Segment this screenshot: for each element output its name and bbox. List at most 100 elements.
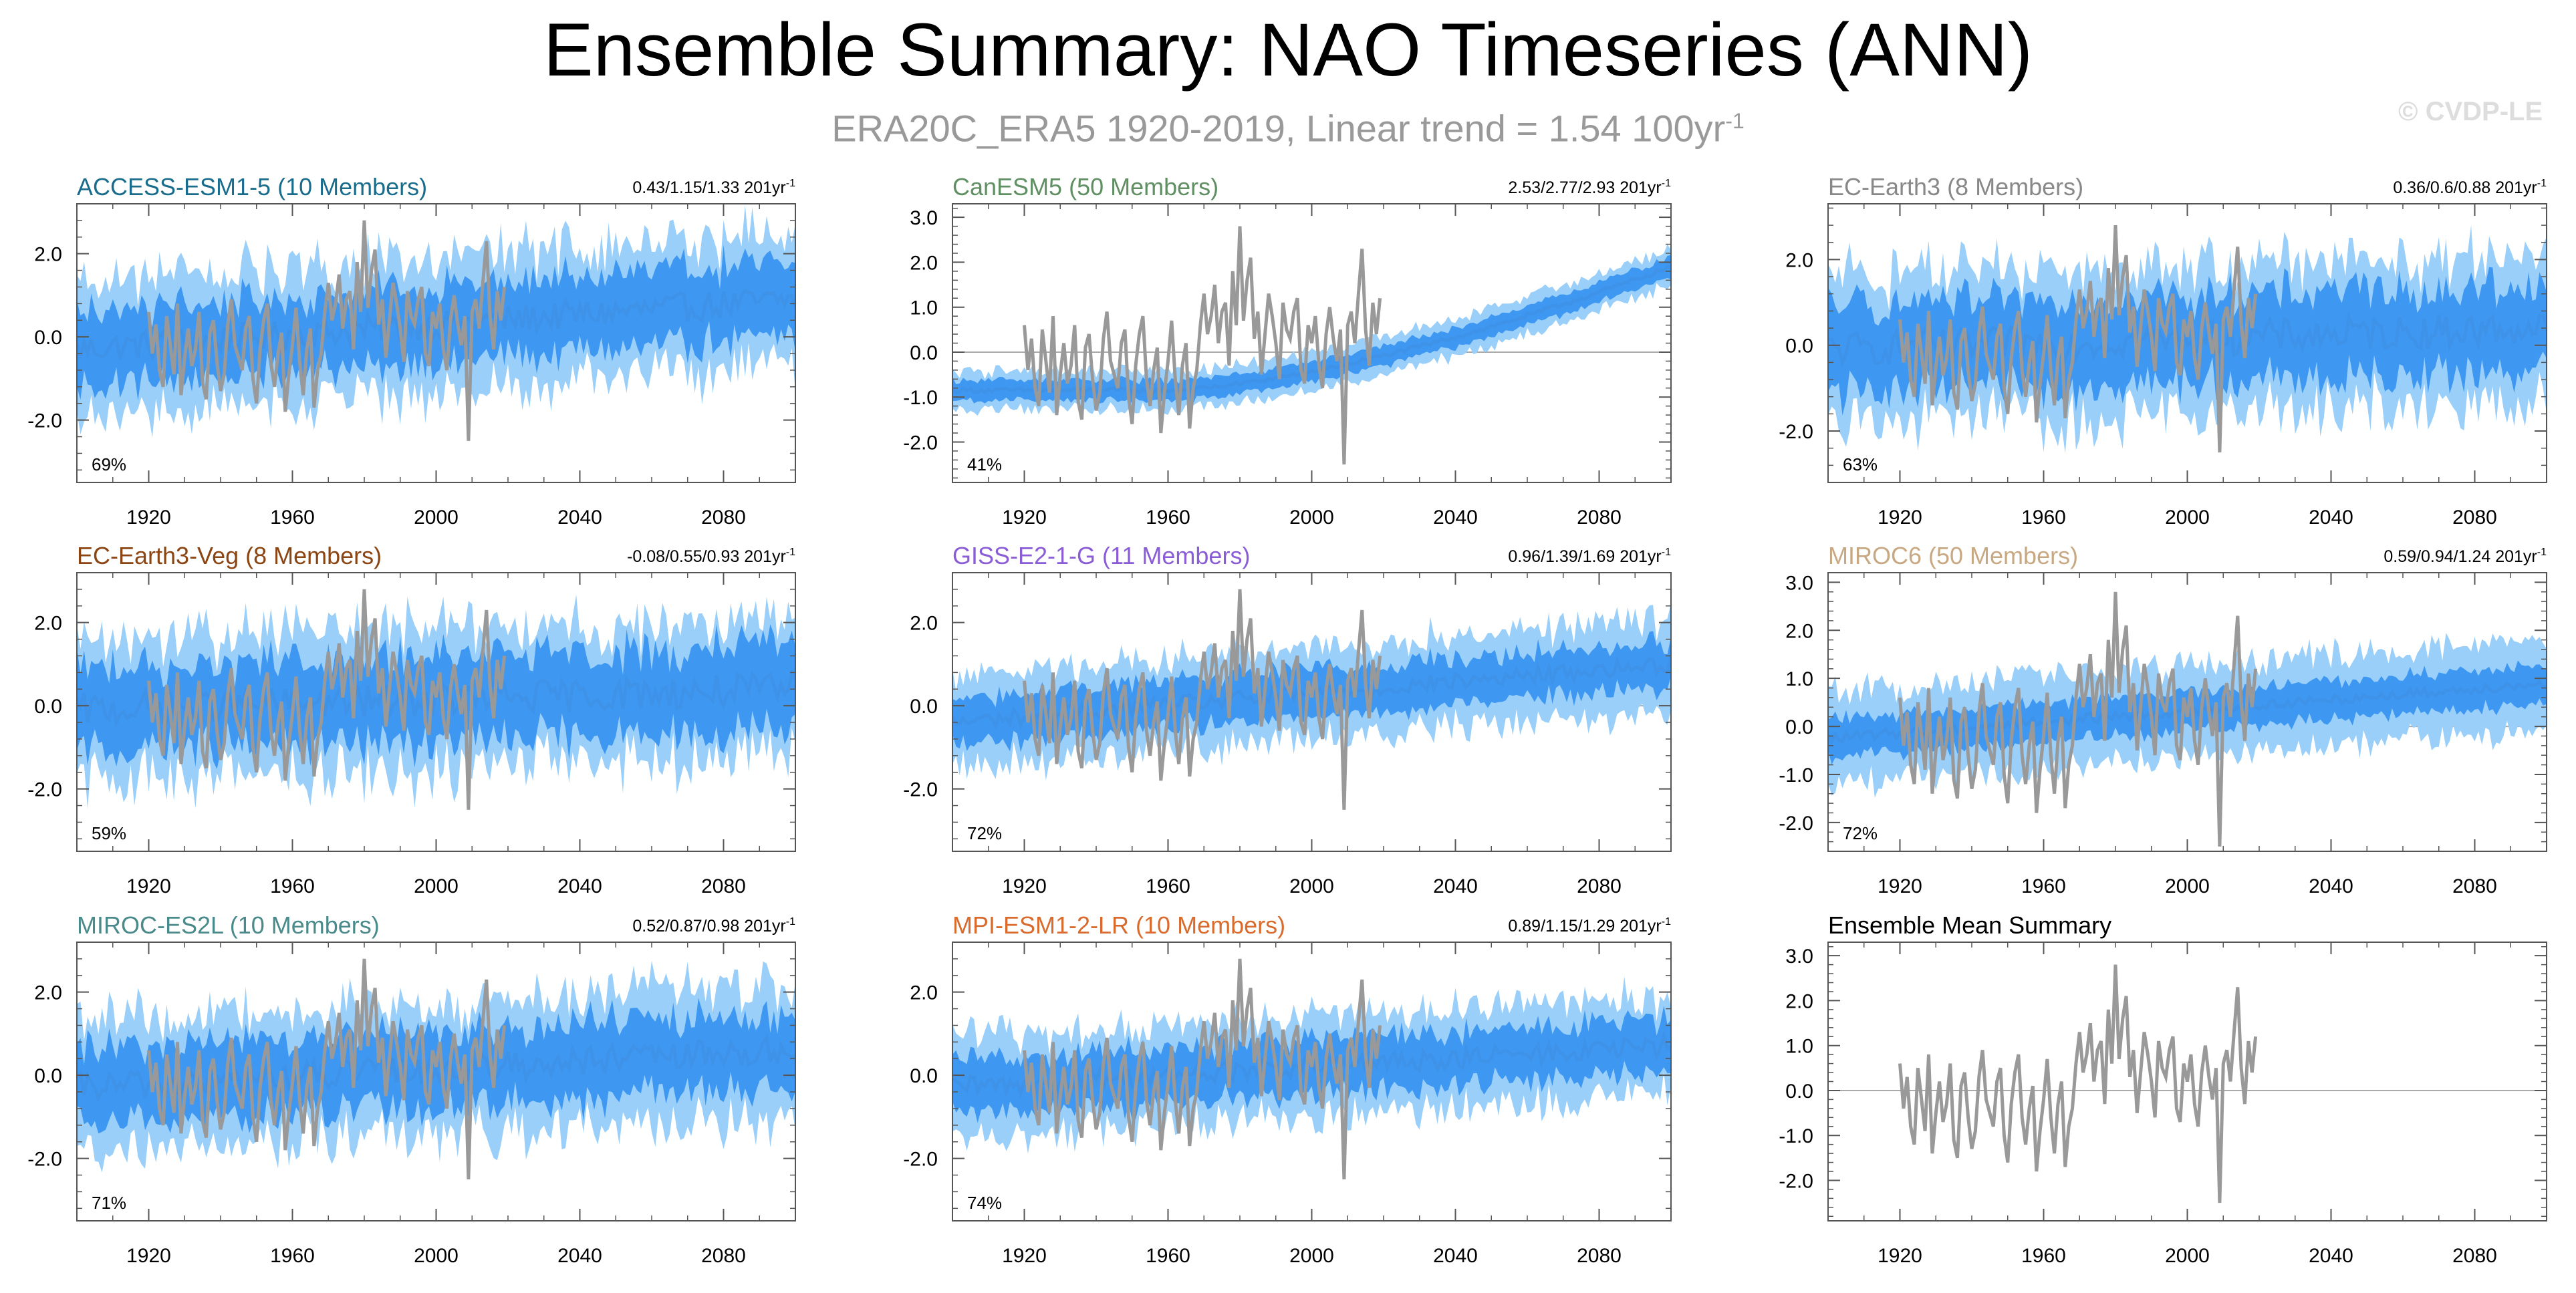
x-tick-label: 2000 — [2165, 507, 2210, 529]
x-tick-label: 2040 — [1433, 1245, 1478, 1267]
y-tick-label: 0.0 — [34, 1065, 62, 1087]
panel-plot-area — [77, 205, 795, 441]
x-tick-label: 2000 — [2165, 875, 2210, 897]
x-tick-label: 1960 — [2021, 1245, 2066, 1267]
y-tick-label: -2.0 — [903, 779, 938, 801]
trend-value: 2.53/2.77/2.93 201yr — [1508, 178, 1661, 197]
trend-value: -0.08/0.55/0.93 201yr — [627, 547, 786, 566]
y-tick-label: 2.0 — [34, 613, 62, 635]
panel-plot-area — [952, 226, 1671, 465]
y-tick-label: 1.0 — [1785, 668, 1813, 690]
observations-line — [1023, 226, 1382, 465]
observations-line — [1898, 591, 2258, 847]
x-tick-label: 1960 — [2021, 875, 2066, 897]
y-tick-label: -1.0 — [903, 387, 938, 409]
x-tick-label: 1960 — [270, 1245, 315, 1267]
observations-line — [147, 589, 507, 810]
panel-title: EC-Earth3 (8 Members) — [1828, 173, 2083, 200]
x-tick-label: 1920 — [1878, 875, 1922, 897]
panel-title: EC-Earth3-Veg (8 Members) — [77, 542, 382, 569]
y-tick-label: -2.0 — [27, 410, 62, 432]
panel-percent-label: 72% — [967, 823, 1002, 843]
chart-panel-6: -2.0 0.0 2.0 1920 1960 2000 2040 2080 MIROC-ES2L… — [27, 911, 796, 1267]
panel-trend-label: 0.36/0.6/0.88 201yr-1 — [2393, 178, 2547, 197]
x-tick-label: 2000 — [1289, 875, 1334, 897]
trend-superscript: -1 — [1662, 178, 1671, 189]
panel-title: MIROC-ES2L (10 Members) — [77, 911, 380, 939]
panel-percent-label: 69% — [92, 454, 126, 474]
y-tick-label: 2.0 — [910, 982, 938, 1004]
y-tick-label: 0.0 — [910, 696, 938, 718]
panel-plot-area — [1828, 591, 2547, 847]
panel-title: ACCESS-ESM1-5 (10 Members) — [77, 173, 427, 200]
observations-line — [1023, 589, 1382, 810]
x-tick-label: 2080 — [701, 507, 746, 529]
y-tick-label: 2.0 — [910, 613, 938, 635]
panel-plot-area — [1828, 225, 2547, 454]
x-tick-label: 2040 — [557, 507, 602, 529]
panel-plot-area — [77, 589, 795, 810]
chart-panel-1: -2.0 -1.0 0.0 1.0 2.0 3.0 1920 1960 2000 2040 2080… — [903, 173, 1672, 529]
panel-plot-area — [1828, 964, 2547, 1203]
y-tick-label: 0.0 — [34, 327, 62, 349]
x-tick-label: 2080 — [2452, 1245, 2497, 1267]
page-title: Ensemble Summary: NAO Timeseries (ANN) — [543, 8, 2033, 92]
x-tick-label: 2000 — [414, 1245, 459, 1267]
subtitle-text: ERA20C_ERA5 1920-2019, Linear trend = 1.… — [831, 107, 1726, 150]
y-tick-label: -2.0 — [1779, 421, 1813, 443]
panel-percent-label: 41% — [967, 454, 1002, 474]
panel-trend-label: 0.43/1.15/1.33 201yr-1 — [632, 178, 795, 197]
chart-panel-7: -2.0 0.0 2.0 1920 1960 2000 2040 2080 MPI-ESM1-2… — [903, 911, 1672, 1267]
y-tick-label: 3.0 — [1785, 572, 1813, 594]
chart-panel-3: -2.0 0.0 2.0 1920 1960 2000 2040 2080 EC-Earth3-… — [27, 542, 796, 897]
panel-title: GISS-E2-1-G (11 Members) — [952, 542, 1250, 569]
y-tick-label: 0.0 — [34, 696, 62, 718]
y-tick-label: 0.0 — [910, 1065, 938, 1087]
x-tick-label: 2080 — [2452, 875, 2497, 897]
trend-superscript: -1 — [1662, 916, 1671, 927]
y-tick-label: 3.0 — [910, 207, 938, 229]
panel-title: CanESM5 (50 Members) — [952, 173, 1218, 200]
y-tick-label: -2.0 — [903, 432, 938, 454]
x-tick-label: 1960 — [2021, 507, 2066, 529]
outer-spread-band — [952, 244, 1671, 416]
watermark: © CVDP-LE — [2398, 97, 2543, 126]
trend-value: 0.43/1.15/1.33 201yr — [632, 178, 785, 197]
y-tick-label: -2.0 — [27, 1149, 62, 1171]
x-tick-label: 1920 — [1002, 1245, 1047, 1267]
trend-superscript: -1 — [1662, 547, 1671, 558]
observations-line — [147, 958, 507, 1179]
x-tick-label: 2080 — [2452, 507, 2497, 529]
chart-panel-4: -2.0 0.0 2.0 1920 1960 2000 2040 2080 GISS-E2-1-… — [903, 542, 1672, 897]
observations-line — [1023, 958, 1382, 1179]
x-tick-label: 2080 — [1577, 1245, 1622, 1267]
chart-panel-0: -2.0 0.0 2.0 1920 1960 2000 2040 2080 ACCESS-ESM… — [27, 173, 796, 529]
y-tick-label: 2.0 — [1785, 249, 1813, 271]
y-tick-label: -2.0 — [1779, 813, 1813, 835]
x-tick-label: 1920 — [1878, 1245, 1922, 1267]
panel-trend-label: 0.52/0.87/0.98 201yr-1 — [632, 916, 795, 936]
x-tick-label: 2000 — [1289, 507, 1334, 529]
y-tick-label: 1.0 — [1785, 1036, 1813, 1058]
panel-percent-label: 59% — [92, 823, 126, 843]
x-tick-label: 2040 — [557, 1245, 602, 1267]
y-tick-label: -2.0 — [27, 779, 62, 801]
x-tick-label: 2040 — [2309, 507, 2353, 529]
trend-superscript: -1 — [2537, 178, 2547, 189]
page-subtitle: ERA20C_ERA5 1920-2019, Linear trend = 1.… — [0, 98, 2576, 152]
y-tick-label: 2.0 — [910, 252, 938, 274]
panel-title: MIROC6 (50 Members) — [1828, 542, 2078, 569]
trend-value: 0.89/1.15/1.29 201yr — [1508, 917, 1661, 936]
panel-title: MPI-ESM1-2-LR (10 Members) — [952, 911, 1285, 939]
panel-trend-label: 0.89/1.15/1.29 201yr-1 — [1508, 916, 1671, 936]
trend-superscript: -1 — [786, 178, 795, 189]
observations-line — [1898, 225, 2258, 453]
trend-value: 0.96/1.39/1.69 201yr — [1508, 547, 1661, 566]
y-tick-label: 2.0 — [34, 244, 62, 266]
x-tick-label: 2040 — [1433, 507, 1478, 529]
x-tick-label: 2080 — [701, 1245, 746, 1267]
subtitle-superscript: -1 — [1725, 109, 1745, 133]
x-tick-label: 1960 — [1146, 875, 1190, 897]
x-tick-label: 1960 — [270, 507, 315, 529]
panel-plot-area — [77, 958, 795, 1179]
